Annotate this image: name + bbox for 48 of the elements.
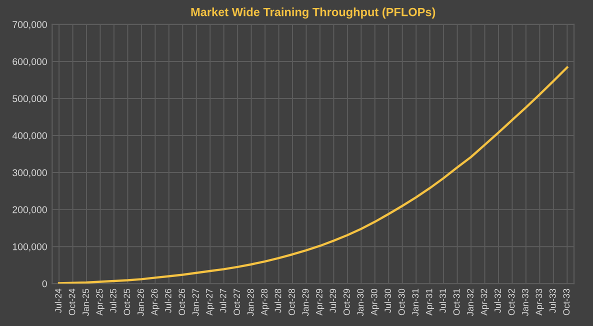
line-series bbox=[58, 66, 568, 284]
x-tick-label: Oct-29 bbox=[343, 288, 350, 316]
x-tick-label: Oct-28 bbox=[288, 288, 295, 316]
x-tick-label: Jul-28 bbox=[274, 288, 282, 313]
x-tick-label: Jan-26 bbox=[137, 288, 144, 316]
chart-title: Market Wide Training Throughput (PFLOPs) bbox=[191, 8, 436, 19]
x-tick-label: Jul-29 bbox=[329, 288, 336, 313]
x-tick-label: Apr-26 bbox=[151, 288, 160, 316]
x-tick-label: Jan-31 bbox=[412, 288, 419, 316]
x-tick-label: Jul-27 bbox=[220, 288, 226, 313]
x-tick-label: Apr-27 bbox=[206, 288, 214, 316]
x-tick-label: Oct-30 bbox=[398, 288, 405, 316]
x-tick-label: Apr-33 bbox=[536, 288, 544, 316]
y-tick-label: 200,000 bbox=[12, 206, 47, 214]
y-tick-label: 600,000 bbox=[12, 58, 47, 66]
y-tick-label: 300,000 bbox=[12, 169, 47, 178]
x-tick-label: Jul-32 bbox=[494, 288, 501, 313]
x-tick-label: Apr-31 bbox=[426, 288, 434, 316]
y-tick-label: 100,000 bbox=[12, 243, 47, 252]
x-tick-label: Apr-32 bbox=[480, 288, 489, 316]
x-tick-label: Jul-30 bbox=[384, 288, 392, 313]
x-tick-label: Oct-32 bbox=[508, 288, 515, 316]
x-tick-label: Oct-24 bbox=[68, 288, 76, 316]
y-tick-label: 400,000 bbox=[12, 132, 47, 140]
x-tick-label: Jan-28 bbox=[247, 288, 254, 316]
x-tick-label: Jan-32 bbox=[467, 288, 474, 316]
x-tick-label: Jul-33 bbox=[549, 288, 556, 313]
x-tick-label: Jan-27 bbox=[192, 288, 199, 316]
y-tick-label: 700,000 bbox=[12, 21, 47, 30]
x-tick-label: Jul-25 bbox=[110, 288, 116, 313]
x-tick-label: Apr-30 bbox=[370, 288, 380, 316]
y-tick-label: 500,000 bbox=[12, 95, 47, 104]
x-tick-label: Jan-25 bbox=[82, 288, 89, 316]
x-tick-label: Oct-31 bbox=[453, 288, 460, 316]
x-tick-label: Oct-25 bbox=[124, 288, 130, 316]
x-tick-label: Jul-26 bbox=[164, 288, 172, 313]
y-tick-label: 0 bbox=[42, 280, 47, 288]
x-tick-label: Oct-33 bbox=[563, 288, 570, 316]
x-tick-label: Oct-26 bbox=[178, 288, 186, 316]
x-tick-label: Oct-27 bbox=[234, 288, 240, 316]
x-tick-label: Jan-29 bbox=[302, 288, 309, 316]
x-tick-label: Apr-29 bbox=[316, 288, 324, 316]
x-tick-label: Jan-30 bbox=[357, 288, 364, 316]
x-tick-label: Jul-24 bbox=[54, 288, 62, 313]
x-tick-label: Apr-25 bbox=[96, 288, 104, 316]
x-tick-label: Jan-33 bbox=[522, 288, 528, 316]
x-tick-label: Apr-28 bbox=[261, 288, 270, 316]
x-tick-label: Jul-31 bbox=[439, 288, 446, 313]
